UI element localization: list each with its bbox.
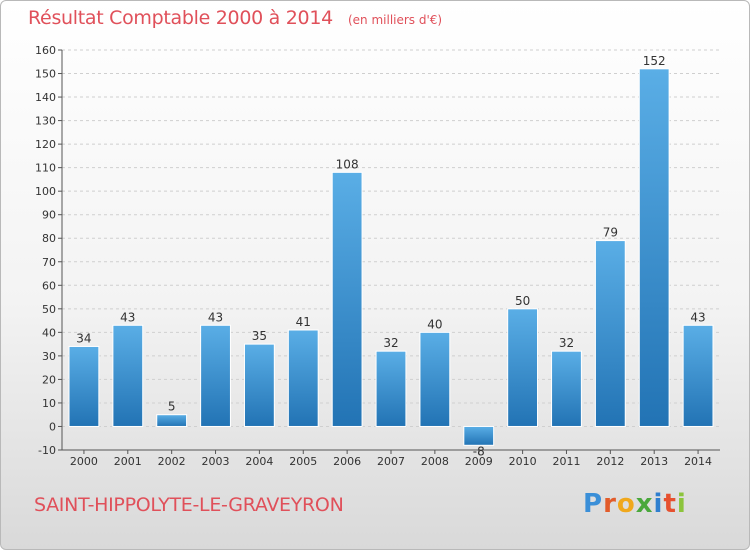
bar-2006	[331, 171, 363, 427]
x-tick-label: 2011	[552, 455, 580, 468]
x-tick-label: 2002	[158, 455, 186, 468]
bar-2010	[507, 308, 539, 427]
x-tick-label: 2005	[289, 455, 317, 468]
data-label: 5	[168, 400, 176, 414]
data-label: 79	[603, 226, 618, 240]
y-tick-label: 90	[42, 209, 56, 222]
proxiti-logo[interactable]: Proxiti	[583, 489, 687, 519]
chart-title: Résultat Comptable 2000 à 2014	[28, 7, 333, 29]
bars	[68, 68, 714, 446]
y-tick-label: 60	[42, 279, 56, 292]
x-tick-label: 2010	[509, 455, 537, 468]
y-tick-label: 70	[42, 256, 56, 269]
x-tick-label: 2008	[421, 455, 449, 468]
bar-2013	[638, 68, 670, 427]
x-tick-label: 2014	[684, 455, 712, 468]
bar-2005	[287, 329, 319, 427]
x-tick-label: 2007	[377, 455, 405, 468]
data-label: 41	[296, 315, 311, 329]
y-tick-label: 100	[35, 185, 56, 198]
x-tick-label: 2006	[333, 455, 361, 468]
bar-2011	[551, 350, 582, 427]
y-tick-label: 150	[35, 68, 56, 81]
data-label: 108	[336, 157, 359, 171]
data-label: 43	[120, 310, 135, 324]
data-label: 43	[208, 310, 223, 324]
data-label: 40	[427, 317, 442, 331]
bar-2002	[156, 414, 188, 427]
data-label: 35	[252, 329, 267, 343]
x-tick-label: 2003	[202, 455, 230, 468]
bar-2001	[112, 324, 144, 427]
bar-2012	[594, 240, 626, 427]
y-tick-label: 140	[35, 91, 56, 104]
axes	[58, 49, 720, 454]
y-tick-label: 120	[35, 138, 56, 151]
y-tick-label: 160	[35, 44, 56, 57]
y-tick-label: 80	[42, 232, 56, 245]
data-label: 50	[515, 294, 530, 308]
bar-2004	[243, 343, 275, 427]
y-tick-label: 30	[42, 350, 56, 363]
y-tick-label: 10	[42, 397, 56, 410]
x-tick-label: 2009	[465, 455, 493, 468]
bar-2000	[68, 345, 100, 427]
data-label: 32	[383, 336, 398, 350]
bar-2008	[419, 331, 451, 427]
y-tick-label: 130	[35, 115, 56, 128]
y-tick-label: 40	[42, 326, 56, 339]
bar-2009	[463, 425, 495, 446]
x-tick-label: 2012	[596, 455, 624, 468]
chart-header: Résultat Comptable 2000 à 2014 (en milli…	[28, 7, 442, 29]
labels: -10 0 10 20 30 40 50 60 70 80 90 100 110 120 130 140 150…	[35, 44, 712, 468]
x-tick-label: 2000	[70, 455, 98, 468]
y-tick-label: 110	[35, 162, 56, 175]
x-tick-label: 2013	[640, 455, 668, 468]
data-label: 43	[690, 310, 705, 324]
y-tick-label: -10	[38, 444, 56, 457]
bar-2007	[375, 350, 407, 427]
y-tick-label: 50	[42, 303, 56, 316]
y-tick-label: 0	[49, 420, 56, 433]
bar-2014	[682, 324, 714, 427]
commune-name: SAINT-HIPPOLYTE-LE-GRAVEYRON	[34, 494, 344, 516]
bar-2003	[200, 324, 231, 427]
data-label: 152	[643, 54, 666, 68]
data-label: -8	[473, 444, 485, 458]
x-tick-label: 2001	[114, 455, 142, 468]
y-tick-label: 20	[42, 373, 56, 386]
data-label: 32	[559, 336, 574, 350]
chart-unit-note: (en milliers d'€)	[347, 13, 443, 27]
x-tick-label: 2004	[245, 455, 273, 468]
data-label: 34	[76, 331, 91, 345]
